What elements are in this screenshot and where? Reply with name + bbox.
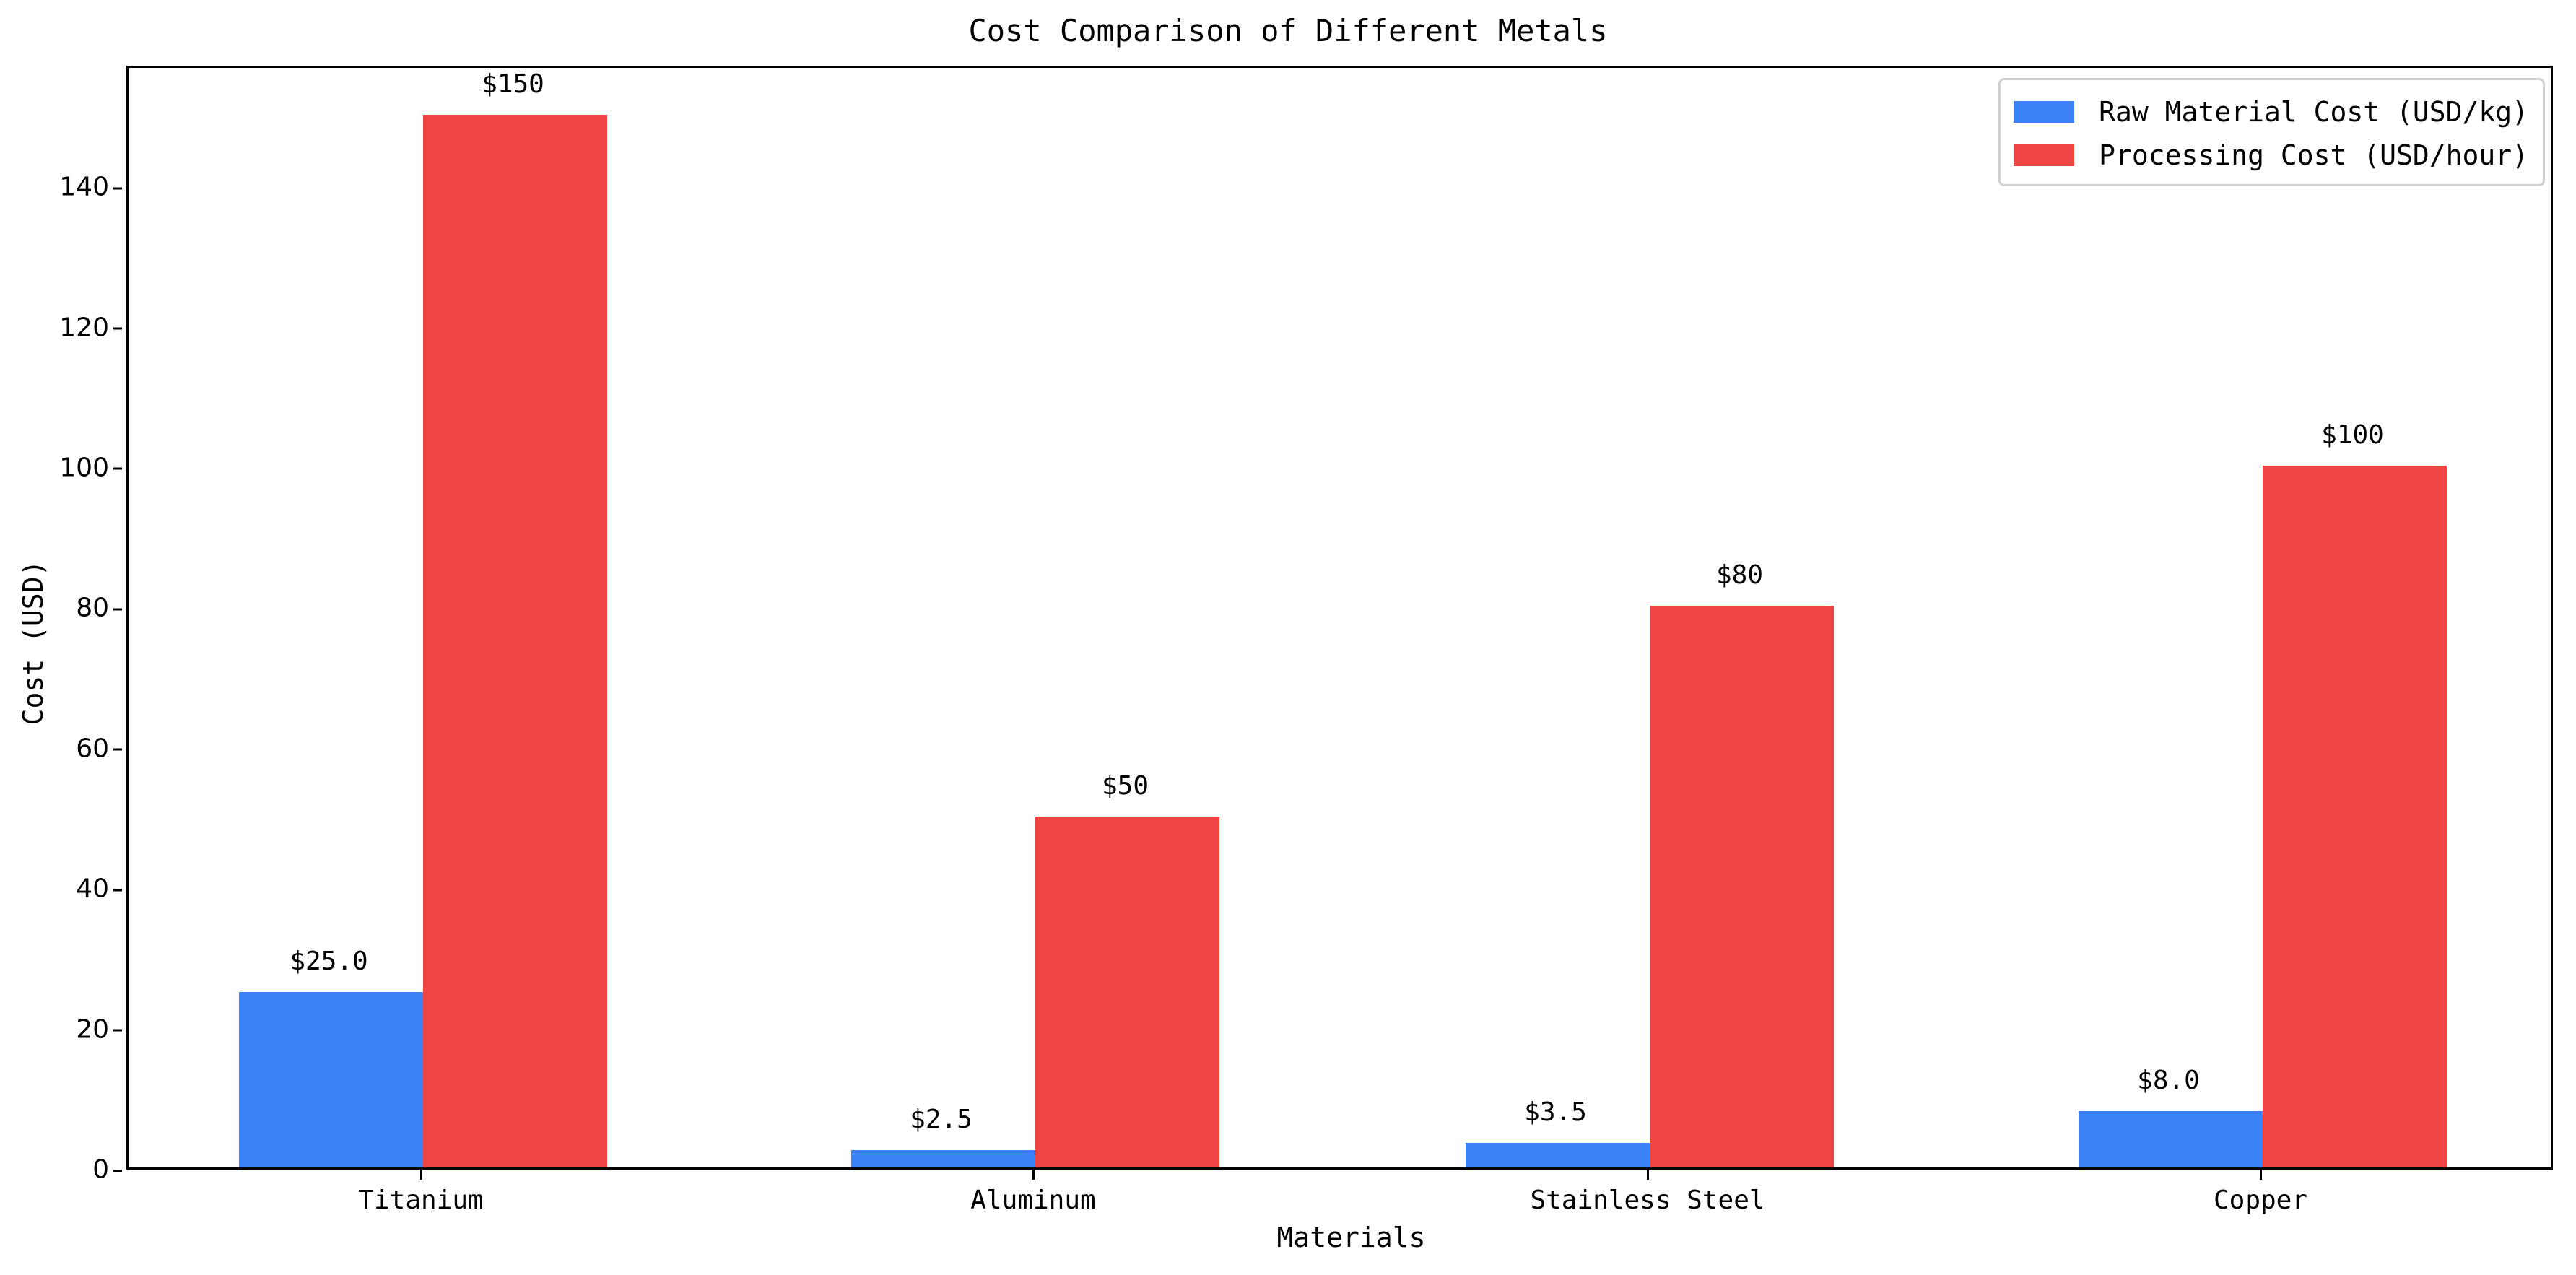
y-tick-label: 40 [76,874,126,904]
bar-copper-raw [2079,1111,2263,1167]
x-tick-label: Copper [2213,1185,2308,1215]
legend-label: Processing Cost (USD/hour) [2099,139,2528,171]
x-tick-label: Titanium [358,1185,484,1215]
y-tick-label: 80 [76,593,126,623]
legend-swatch-red [2014,144,2075,166]
bar-value-label: $50 [1101,770,1149,801]
bar-value-label: $100 [2321,419,2384,450]
bar-aluminum-processing [1035,817,1219,1167]
x-tick-label: Aluminum [970,1185,1096,1215]
bar-stainless-steel-raw [1466,1142,1650,1167]
bar-aluminum-raw [851,1149,1035,1167]
bar-copper-processing [2263,465,2447,1167]
legend-item-raw-material: Raw Material Cost (USD/kg) [2014,90,2528,134]
bar-value-label: $2.5 [910,1104,972,1134]
y-tick-label: 60 [76,734,126,763]
y-tick-label: 100 [59,453,126,482]
legend-swatch-blue [2014,101,2075,123]
legend: Raw Material Cost (USD/kg) Processing Co… [1998,78,2545,186]
x-tick-mark [420,1170,422,1180]
y-tick-label: 0 [92,1155,126,1185]
x-axis-label: Materials [1276,1222,1426,1253]
bar-titanium-raw [239,992,423,1167]
y-tick-label: 120 [59,313,126,342]
bar-value-label: $150 [482,69,544,99]
x-tick-mark [1647,1170,1649,1180]
bar-value-label: $8.0 [2137,1066,2200,1096]
x-tick-mark [1032,1170,1035,1180]
bar-value-label: $25.0 [290,946,368,976]
legend-label: Raw Material Cost (USD/kg) [2099,96,2528,128]
x-tick-label: Stainless Steel [1530,1185,1765,1215]
bar-stainless-steel-processing [1650,606,1834,1167]
bar-value-label: $3.5 [1524,1097,1587,1127]
x-tick-mark [2260,1170,2262,1180]
y-axis-label: Cost (USD) [17,560,49,726]
chart-title: Cost Comparison of Different Metals [968,13,1608,48]
y-tick-label: 140 [59,173,126,202]
plot-area [126,66,2553,1170]
legend-item-processing: Processing Cost (USD/hour) [2014,134,2528,177]
y-tick-label: 20 [76,1014,126,1044]
bar-titanium-processing [423,114,607,1167]
bar-value-label: $80 [1715,560,1764,591]
